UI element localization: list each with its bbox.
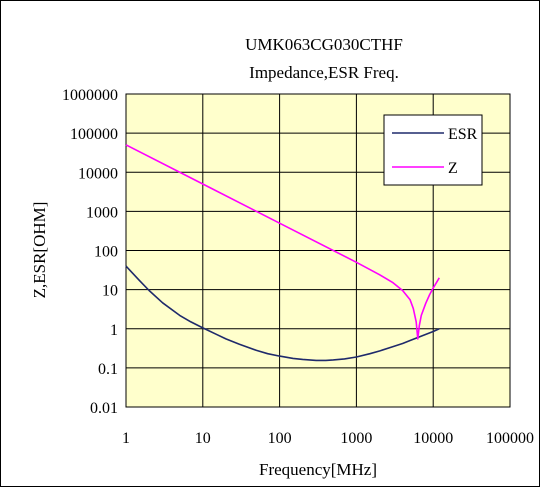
y-tick-label: 0.01 bbox=[90, 400, 118, 417]
plot-border bbox=[125, 93, 511, 408]
y-tick-label: 100000 bbox=[70, 126, 118, 143]
legend-label: Z bbox=[448, 160, 458, 177]
y-tick-label: 1 bbox=[110, 322, 118, 339]
y-tick-label: 1000000 bbox=[62, 87, 118, 104]
legend-box bbox=[383, 114, 483, 186]
x-tick-label: 100000 bbox=[486, 430, 534, 447]
series-lines bbox=[125, 144, 440, 362]
x-axis-label: Frequency[MHz] bbox=[259, 460, 377, 479]
chart-subtitle: Impedance,ESR Freq. bbox=[249, 63, 399, 82]
x-tick-labels: 1 10 100 1000 10000 100000 bbox=[122, 430, 534, 447]
series-line-z bbox=[125, 144, 440, 340]
y-tick-label: 1000 bbox=[86, 204, 118, 221]
chart-title: UMK063CG030CTHF bbox=[245, 35, 403, 54]
y-tick-label: 10 bbox=[102, 283, 118, 300]
series-line-esr bbox=[125, 265, 440, 362]
y-tick-labels: 0.01 0.1 1 10 100 1000 10000 100000 1000000 bbox=[62, 87, 118, 417]
x-tick-label: 100 bbox=[268, 430, 292, 447]
legend-label: ESR bbox=[448, 126, 478, 143]
y-tick-label: 10000 bbox=[78, 165, 118, 182]
x-tick-label: 10 bbox=[195, 430, 211, 447]
y-axis-label: Z,ESR[OHM] bbox=[30, 202, 49, 299]
y-tick-label: 100 bbox=[94, 244, 118, 261]
x-tick-label: 10000 bbox=[413, 430, 453, 447]
legend: ESR Z bbox=[383, 114, 483, 186]
y-tick-label: 0.1 bbox=[98, 361, 118, 378]
x-tick-label: 1 bbox=[122, 430, 130, 447]
x-tick-label: 1000 bbox=[340, 430, 372, 447]
